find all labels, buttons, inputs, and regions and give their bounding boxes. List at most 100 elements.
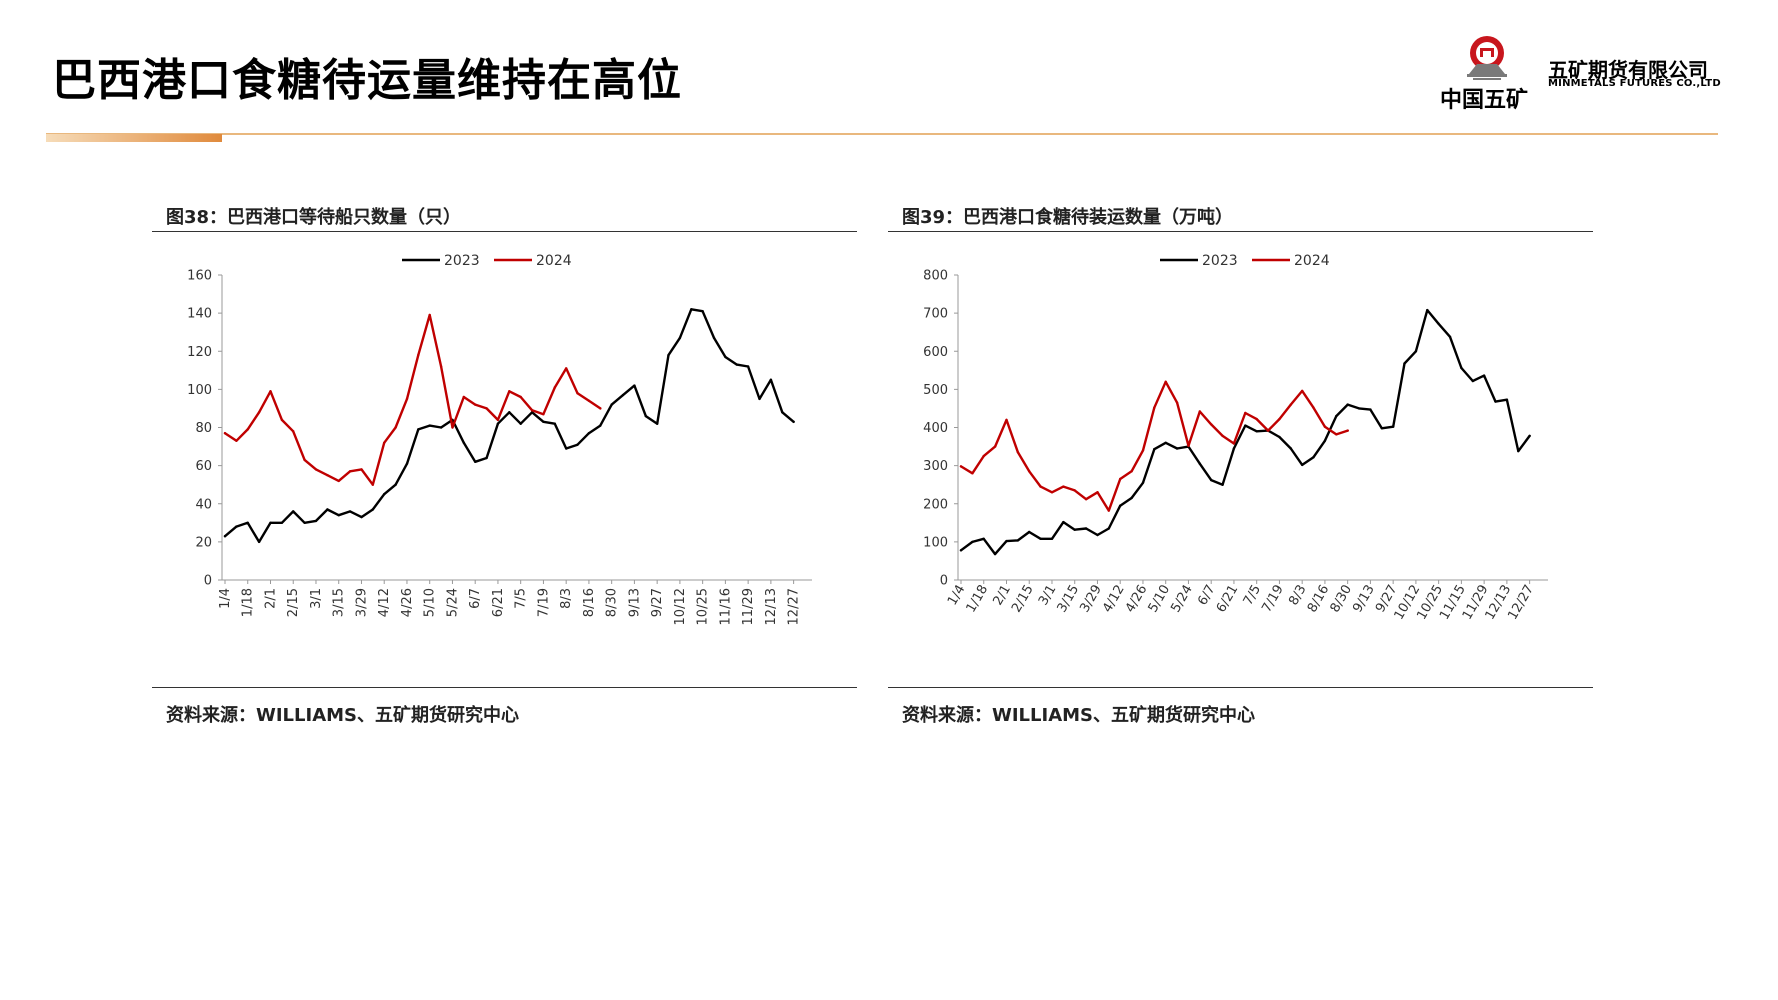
data-point-2023 [1096,533,1099,537]
data-point-2024 [383,441,386,444]
data-point-2023 [383,493,386,496]
x-tick-label: 1/18 [964,583,992,616]
data-point-2024 [417,353,420,357]
y-tick-label: 120 [187,345,212,360]
data-point-2024 [1107,509,1110,512]
data-point-2023 [1232,447,1236,450]
x-tick-label: 8/30 [605,588,620,617]
data-point-2024 [1096,491,1099,494]
x-tick-label: 1/4 [218,588,233,609]
data-point-2023 [1210,478,1213,482]
x-tick-label: 9/13 [627,588,642,617]
data-point-2024 [1346,429,1349,432]
data-point-2024 [599,407,602,410]
data-point-2023 [1153,448,1156,451]
data-point-2024 [1175,401,1179,404]
data-point-2023 [587,432,591,435]
data-point-2024 [1187,444,1190,447]
data-point-2023 [405,462,409,465]
chart-source: 资料来源：WILLIAMS、五矿期货研究中心 [902,705,1255,726]
data-point-2024 [280,418,284,422]
company-name-en: MINMETALS FUTURES CO.,LTD [1548,78,1721,89]
y-tick-label: 700 [923,307,948,322]
data-point-2024 [1323,425,1327,428]
x-tick-label: 3/29 [354,588,369,617]
data-point-2023 [1050,537,1054,540]
data-point-2023 [633,384,636,387]
data-point-2023 [781,411,784,414]
data-point-2024 [587,399,591,402]
data-point-2023 [326,508,329,511]
data-point-2023 [1062,520,1065,524]
data-point-2024 [1153,406,1156,409]
data-point-2024 [269,390,272,393]
data-point-2023 [1414,350,1418,353]
x-tick-label: 5/10 [1146,583,1174,616]
x-tick-label: 6/21 [1214,583,1242,616]
data-point-2023 [644,414,647,418]
series-line-2023 [959,308,1531,556]
data-point-2024 [235,439,238,442]
data-point-2023 [1221,483,1224,486]
y-tick-label: 100 [187,383,212,398]
data-point-2024 [542,413,545,416]
data-point-2023 [1380,427,1383,430]
data-point-2024 [1130,470,1133,473]
data-point-2024 [1084,498,1088,501]
data-point-2023 [1255,430,1258,433]
minmetals-emblem-icon [1467,36,1507,80]
data-point-2024 [1335,433,1338,436]
data-point-2023 [462,441,465,444]
y-tick-label: 800 [923,269,948,284]
data-point-2023 [1460,366,1463,370]
data-point-2023 [769,378,773,381]
data-point-2023 [474,460,477,463]
x-tick-label: 2/15 [1009,583,1037,616]
chart-top-rule [888,231,1593,232]
y-tick-label: 0 [940,574,948,589]
chart-bottom-rule [152,687,857,688]
page-title: 巴西港口食糖待运量维持在高位 [52,55,682,106]
data-point-2024 [565,367,568,370]
data-point-2023 [257,540,261,544]
data-point-2023 [1119,504,1122,507]
y-tick-label: 600 [923,345,948,360]
x-tick-label: 2/15 [286,588,301,617]
data-point-2023 [758,397,761,401]
x-tick-label: 5/10 [423,588,438,617]
data-point-2023 [1369,408,1372,411]
data-point-2023 [1130,496,1133,500]
data-point-2024 [405,397,409,401]
data-point-2023 [348,510,352,513]
data-point-2023 [678,336,682,340]
x-tick-label: 3/1 [309,588,324,609]
y-tick-label: 300 [923,459,948,474]
data-point-2024 [462,395,465,399]
x-tick-label: 6/21 [491,588,506,617]
y-tick-label: 60 [195,459,212,474]
x-tick-label: 12/27 [787,588,802,625]
chart-waiting-ships: 0 20 40 60 80 100 120 140 160 1/4 1/18 2/1 2/15 3/1 3/… [187,253,812,625]
data-point-2023 [1198,462,1201,465]
data-point-2023 [792,420,795,423]
data-point-2023 [1426,308,1429,312]
data-point-2024 [1141,449,1145,452]
data-point-2023 [1312,456,1315,459]
data-point-2023 [993,552,997,556]
x-tick-label: 5/24 [1168,583,1196,616]
data-point-2024 [451,426,454,429]
y-tick-label: 100 [923,535,948,550]
data-point-2024 [982,454,985,458]
data-point-2024 [303,458,306,462]
data-point-2023 [1175,447,1179,450]
data-point-2023 [982,537,985,540]
data-point-2023 [610,403,613,406]
data-point-2023 [1517,449,1520,453]
data-point-2023 [428,424,431,427]
data-point-2024 [1255,417,1258,421]
data-point-2023 [959,549,963,552]
legend-label-2024: 2024 [536,253,572,269]
x-tick-label: 11/29 [741,588,756,625]
data-point-2023 [280,521,284,524]
